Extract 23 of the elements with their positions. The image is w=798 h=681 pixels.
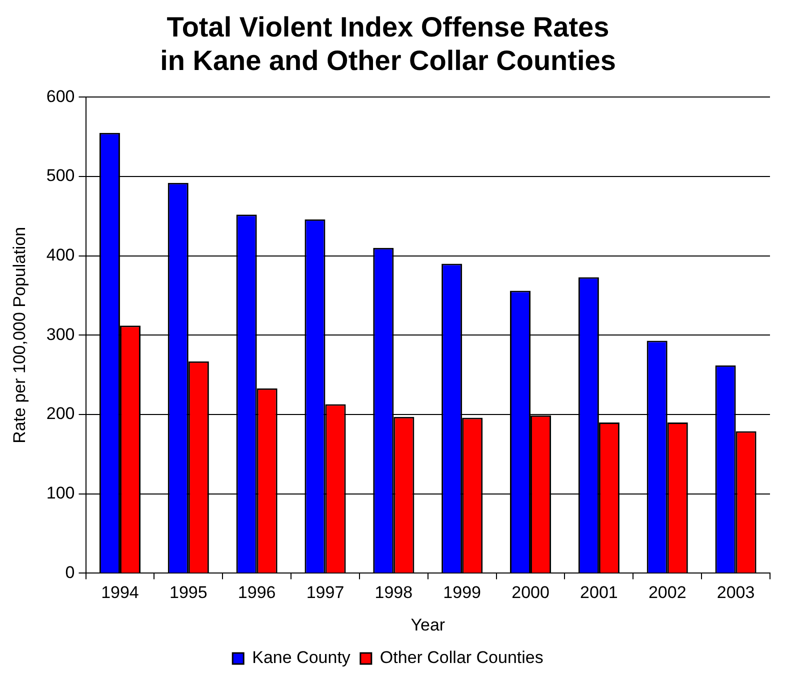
y-tick-label: 300 bbox=[46, 324, 75, 344]
y-axis-title: Rate per 100,000 Population bbox=[10, 226, 29, 444]
y-tick-label: 400 bbox=[46, 246, 75, 265]
x-tick-label: 2000 bbox=[512, 583, 550, 602]
y-tick-label: 0 bbox=[65, 562, 75, 582]
x-axis-title: Year bbox=[410, 615, 446, 634]
y-tick-label: 600 bbox=[46, 86, 75, 106]
text: in Kane and Other Collar Counties bbox=[160, 45, 616, 76]
x-tick-label: 1995 bbox=[169, 583, 208, 602]
y-tick-label: 100 bbox=[46, 484, 75, 503]
y-tick-label: 500 bbox=[46, 166, 75, 186]
x-tick-label: 1996 bbox=[238, 583, 276, 602]
text: Total Violent Index Offense Rates bbox=[166, 12, 610, 43]
legend-label: Other Collar Counties bbox=[380, 648, 544, 668]
x-tick-label: 2002 bbox=[648, 583, 686, 602]
x-tick-label: 1998 bbox=[374, 583, 413, 602]
x-tick-label: 1997 bbox=[306, 583, 344, 602]
x-tick-label: 1994 bbox=[101, 583, 139, 602]
x-tick-label: 2001 bbox=[580, 583, 618, 602]
legend-label: Kane County bbox=[252, 648, 351, 668]
x-tick-label: 1999 bbox=[443, 583, 482, 602]
y-tick-label: 200 bbox=[46, 404, 75, 424]
x-tick-label: 2003 bbox=[716, 583, 755, 602]
